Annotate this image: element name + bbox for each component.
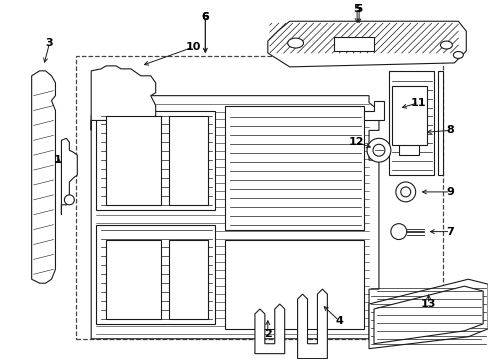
Circle shape [64,195,74,205]
Text: 1: 1 [53,155,61,165]
Text: 10: 10 [186,42,201,52]
Text: 11: 11 [411,98,426,108]
Polygon shape [439,71,443,175]
Text: 12: 12 [348,137,364,147]
Bar [169,116,208,205]
Polygon shape [399,121,418,155]
Ellipse shape [453,51,464,58]
Text: 8: 8 [446,125,454,135]
Polygon shape [374,286,483,344]
Text: 5: 5 [353,4,361,14]
Bar [76,56,443,339]
Text: 5: 5 [355,4,363,14]
Circle shape [396,182,416,202]
Polygon shape [91,96,379,339]
Text: 3: 3 [46,38,53,48]
Bar [106,239,161,319]
Bar [225,239,364,329]
Bar [96,111,215,210]
Polygon shape [61,138,77,215]
Bar [106,116,161,205]
Text: 9: 9 [446,187,454,197]
Bar [169,239,208,319]
Polygon shape [32,71,55,283]
Circle shape [401,187,411,197]
Ellipse shape [288,38,303,48]
Polygon shape [369,279,488,349]
Polygon shape [255,304,285,354]
Polygon shape [268,21,466,67]
Circle shape [373,144,385,156]
Ellipse shape [441,41,452,49]
Polygon shape [297,289,327,359]
Text: 4: 4 [335,316,343,326]
Bar [334,37,374,51]
Bar [225,105,364,230]
Circle shape [367,138,391,162]
Text: 6: 6 [202,12,209,22]
Polygon shape [91,66,156,130]
Text: 13: 13 [421,299,436,309]
Polygon shape [389,71,434,175]
Text: 7: 7 [446,226,454,237]
Text: 6: 6 [201,12,209,22]
Bar [392,86,427,145]
Text: 2: 2 [264,329,271,339]
Circle shape [391,224,407,239]
Bar [96,225,215,324]
Polygon shape [364,100,384,121]
